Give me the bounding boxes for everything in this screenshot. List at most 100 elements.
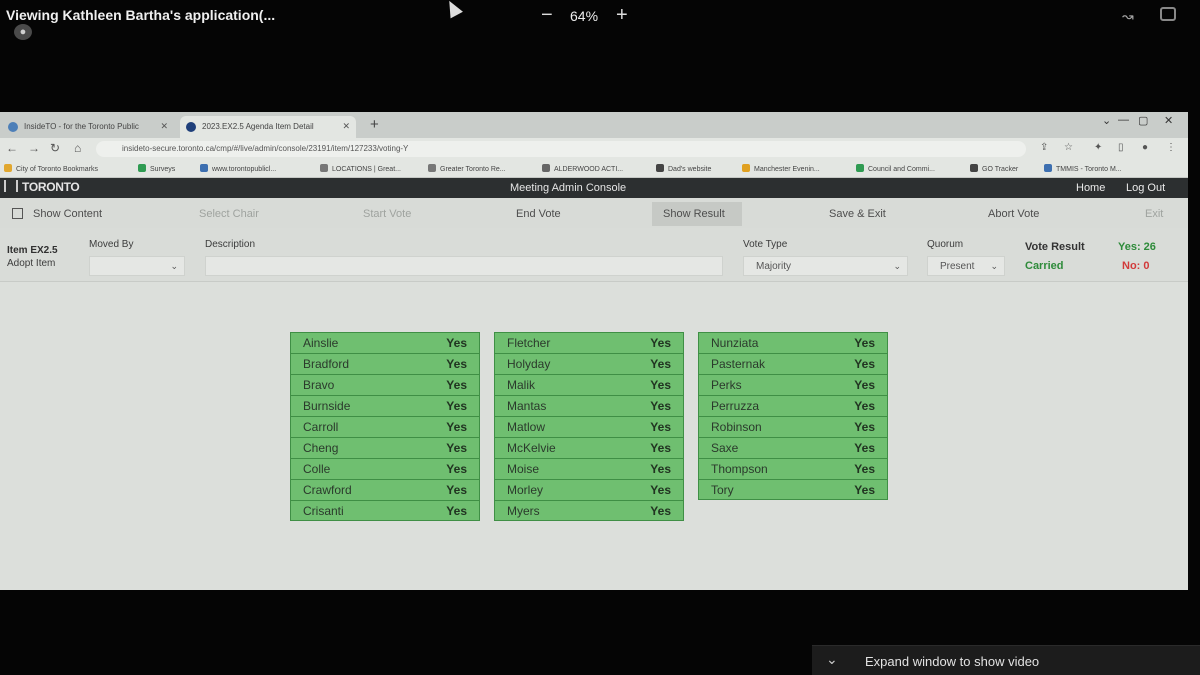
tab-insideto[interactable]: InsideTO - for the Toronto Public ✕ bbox=[2, 116, 174, 138]
councillor-name: Saxe bbox=[711, 441, 739, 455]
vote-value: Yes bbox=[854, 441, 875, 455]
vote-value: Yes bbox=[650, 504, 671, 518]
select-chair-button[interactable]: Select Chair bbox=[199, 208, 259, 220]
address-bar[interactable]: insideto-secure.toronto.ca/cmp/#/live/ad… bbox=[96, 141, 1026, 157]
app-header: TORONTO Meeting Admin Console Home Log O… bbox=[0, 178, 1188, 198]
bookmark-item[interactable]: Dad's website bbox=[656, 164, 711, 173]
zoom-in-button[interactable]: + bbox=[616, 4, 628, 26]
vote-row: Perks Yes bbox=[698, 374, 888, 395]
bookmark-item[interactable]: www.torontopublicl... bbox=[200, 164, 276, 173]
vote-row: Pasternak Yes bbox=[698, 353, 888, 374]
new-tab-button[interactable]: + bbox=[370, 116, 379, 133]
abort-vote-button[interactable]: Abort Vote bbox=[988, 208, 1040, 220]
chevron-down-icon: ⌄ bbox=[893, 261, 901, 271]
vote-row: Thompson Yes bbox=[698, 458, 888, 479]
vote-row: Ainslie Yes bbox=[290, 332, 480, 353]
councillor-name: Crawford bbox=[303, 483, 352, 497]
annotate-icon[interactable]: ↝ bbox=[1122, 8, 1134, 24]
vote-value: Yes bbox=[854, 483, 875, 497]
no-count: No: 0 bbox=[1122, 260, 1150, 272]
star-icon[interactable]: ☆ bbox=[1064, 142, 1073, 153]
share-icon[interactable]: ⇪ bbox=[1040, 142, 1049, 153]
home-icon[interactable]: ⌂ bbox=[74, 141, 82, 155]
bookmark-item[interactable]: Council and Commi... bbox=[856, 164, 935, 173]
show-content-label[interactable]: Show Content bbox=[33, 208, 103, 220]
vote-column-2: Fletcher Yes Holyday Yes Malik Yes Mantas Yes Ma… bbox=[494, 332, 684, 521]
show-content-checkbox[interactable] bbox=[12, 208, 23, 219]
bookmark-item[interactable]: TMMIS - Toronto M... bbox=[1044, 164, 1122, 173]
close-icon[interactable]: ✕ bbox=[342, 121, 350, 131]
vote-value: Yes bbox=[650, 357, 671, 371]
chevron-down-icon[interactable]: ⌄ bbox=[1102, 115, 1112, 127]
vote-row: Bradford Yes bbox=[290, 353, 480, 374]
vote-value: Yes bbox=[446, 336, 467, 350]
bookmark-item[interactable]: Surveys bbox=[138, 164, 175, 173]
show-result-button[interactable]: Show Result bbox=[663, 208, 725, 220]
vote-column-3: Nunziata Yes Pasternak Yes Perks Yes Perruzza Y… bbox=[698, 332, 888, 500]
popout-icon[interactable] bbox=[1160, 7, 1176, 21]
councillor-name: Perruzza bbox=[711, 399, 760, 413]
chevron-down-icon[interactable]: ⌄ bbox=[826, 651, 838, 667]
active-tab-highlight bbox=[652, 202, 742, 226]
bookmark-item[interactable]: ALDERWOOD ACTI... bbox=[542, 164, 623, 173]
back-icon[interactable]: ← bbox=[6, 141, 18, 155]
moved-by-select[interactable]: ⌄ bbox=[89, 256, 185, 276]
start-vote-button[interactable]: Start Vote bbox=[363, 208, 412, 220]
logout-link[interactable]: Log Out bbox=[1126, 182, 1166, 194]
vote-value: Yes bbox=[650, 336, 671, 350]
tab-strip: InsideTO - for the Toronto Public ✕ 2023… bbox=[0, 112, 1188, 138]
bookmark-item[interactable]: City of Toronto Bookmarks bbox=[4, 164, 98, 173]
councillor-name: Colle bbox=[303, 462, 331, 476]
bookmark-item[interactable]: LOCATIONS | Great... bbox=[320, 164, 401, 173]
vote-row: Malik Yes bbox=[494, 374, 684, 395]
bookmark-item[interactable]: Manchester Evenin... bbox=[742, 164, 820, 173]
quorum-select[interactable]: Present ⌄ bbox=[927, 256, 1005, 276]
councillor-name: Mantas bbox=[507, 399, 547, 413]
menu-icon[interactable]: ⋮ bbox=[1166, 142, 1176, 153]
vote-value: Yes bbox=[446, 462, 467, 476]
vote-type-select[interactable]: Majority ⌄ bbox=[743, 256, 908, 276]
profile-icon[interactable]: ● bbox=[1142, 142, 1149, 153]
console-toolbar: Show Content Select Chair Start Vote End… bbox=[0, 198, 1188, 228]
tab-agenda-item[interactable]: 2023.EX2.5 Agenda Item Detail ✕ bbox=[180, 116, 356, 138]
vote-row: McKelvie Yes bbox=[494, 437, 684, 458]
reload-icon[interactable]: ↻ bbox=[50, 141, 61, 155]
vote-value: Yes bbox=[854, 399, 875, 413]
expand-video-bar[interactable]: ⌄ Expand window to show video bbox=[812, 645, 1200, 675]
forward-icon[interactable]: → bbox=[28, 141, 40, 155]
councillor-name: Morley bbox=[507, 483, 544, 497]
page-title: Meeting Admin Console bbox=[510, 182, 627, 194]
bookmark-item[interactable]: GO Tracker bbox=[970, 164, 1018, 173]
vote-value: Yes bbox=[854, 378, 875, 392]
vote-details-form: Item EX2.5 Adopt Item Moved By ⌄ Descrip… bbox=[0, 228, 1188, 282]
extensions-icon[interactable]: ✦ bbox=[1094, 142, 1103, 153]
councillor-name: Matlow bbox=[507, 420, 546, 434]
vote-row: Moise Yes bbox=[494, 458, 684, 479]
tab-title: 2023.EX2.5 Agenda Item Detail bbox=[202, 122, 314, 131]
councillor-name: Crisanti bbox=[303, 504, 344, 518]
close-icon[interactable]: ✕ bbox=[160, 121, 168, 131]
bookmark-item[interactable]: Greater Toronto Re... bbox=[428, 164, 506, 173]
zoom-out-button[interactable]: − bbox=[541, 4, 553, 26]
councillor-name: Bravo bbox=[303, 378, 335, 392]
close-window-icon[interactable]: ✕ bbox=[1164, 115, 1174, 127]
vote-row: Cheng Yes bbox=[290, 437, 480, 458]
page-icon bbox=[1044, 164, 1052, 172]
vote-value: Yes bbox=[854, 462, 875, 476]
toronto-logo: TORONTO bbox=[4, 180, 80, 194]
council-icon bbox=[856, 164, 864, 172]
vote-value: Yes bbox=[446, 378, 467, 392]
save-exit-button[interactable]: Save & Exit bbox=[829, 208, 886, 220]
survey-icon bbox=[138, 164, 146, 172]
home-link[interactable]: Home bbox=[1076, 182, 1106, 194]
end-vote-button[interactable]: End Vote bbox=[516, 208, 561, 220]
browser-window: InsideTO - for the Toronto Public ✕ 2023… bbox=[0, 112, 1188, 590]
vote-row: Colle Yes bbox=[290, 458, 480, 479]
exit-button[interactable]: Exit bbox=[1145, 208, 1164, 220]
tab-title: InsideTO - for the Toronto Public bbox=[24, 122, 139, 131]
maximize-icon[interactable]: ▢ bbox=[1138, 115, 1149, 127]
sidepanel-icon[interactable]: ▯ bbox=[1118, 142, 1124, 153]
minimize-icon[interactable]: — bbox=[1118, 114, 1129, 126]
description-input[interactable] bbox=[205, 256, 723, 276]
councillor-name: McKelvie bbox=[507, 441, 556, 455]
